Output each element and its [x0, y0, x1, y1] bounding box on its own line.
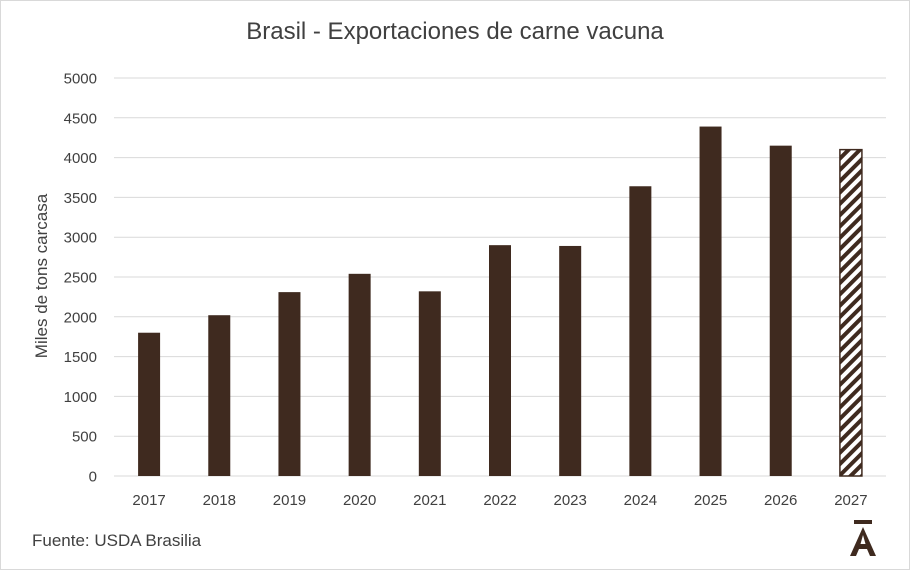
y-tick-label: 1000 [64, 389, 97, 406]
chart-title: Brasil - Exportaciones de carne vacuna [246, 18, 664, 45]
x-tick-label: 2027 [834, 492, 867, 509]
y-tick-label: 0 [89, 469, 97, 486]
bar-2021 [418, 291, 441, 476]
a-macron-logo-icon [850, 520, 876, 556]
bar-2024 [629, 186, 652, 477]
x-tick-label: 2018 [203, 492, 236, 509]
y-tick-label: 2000 [64, 309, 97, 326]
x-tick-label: 2020 [343, 492, 376, 509]
bar-2019 [278, 292, 301, 476]
y-tick-label: 2500 [64, 270, 97, 287]
y-tick-label: 1500 [64, 349, 97, 366]
y-tick-label: 3500 [64, 190, 97, 207]
x-tick-label: 2022 [483, 492, 516, 509]
bar-2017 [138, 332, 161, 476]
y-tick-label: 4000 [64, 150, 97, 167]
bar-2022 [489, 245, 511, 476]
bar-2020 [348, 273, 371, 476]
x-tick-label: 2024 [624, 492, 657, 509]
x-tick-label: 2017 [132, 492, 165, 509]
bar-2025 [699, 126, 722, 476]
x-tick-label: 2019 [273, 492, 306, 509]
x-tick-label: 2021 [413, 492, 446, 509]
y-tick-label: 500 [72, 429, 97, 446]
x-tick-label: 2023 [553, 492, 586, 509]
y-tick-label: 4500 [64, 110, 97, 127]
y-tick-label: 5000 [64, 71, 97, 88]
bar-2023 [559, 245, 582, 476]
source-note: Fuente: USDA Brasilia [32, 531, 202, 550]
y-tick-label: 3000 [64, 230, 97, 247]
bar-2027-projected [839, 148, 863, 477]
x-tick-label: 2025 [694, 492, 727, 509]
bar-2018 [208, 315, 231, 476]
x-tick-label: 2026 [764, 492, 797, 509]
bar-2026 [769, 145, 792, 476]
